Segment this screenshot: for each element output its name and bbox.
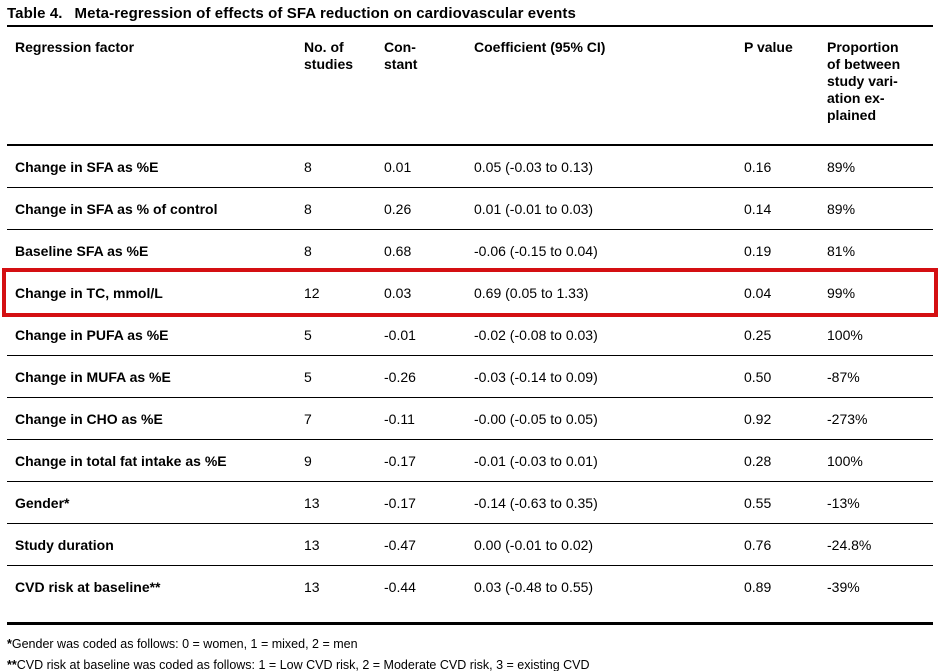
cell-no-of-studies: 13: [304, 579, 320, 595]
table-row: Change in MUFA as %E 5 -0.26 -0.03 (-0.1…: [7, 356, 933, 398]
cell-no-of-studies: 13: [304, 536, 320, 553]
cell-proportion: -273%: [827, 410, 868, 427]
cell-regression-factor: Change in SFA as % of control: [15, 200, 218, 217]
cell-coefficient: -0.00 (-0.05 to 0.05): [474, 410, 598, 427]
cell-proportion: -87%: [827, 368, 860, 385]
table-caption: Table 4. Meta-regression of effects of SF…: [7, 0, 933, 27]
cell-coefficient: 0.69 (0.05 to 1.33): [474, 284, 589, 301]
cell-coefficient: 0.05 (-0.03 to 0.13): [474, 158, 594, 175]
cell-coefficient: -0.02 (-0.08 to 0.03): [474, 326, 598, 343]
cell-constant: -0.17: [384, 494, 416, 511]
cell-proportion: -39%: [827, 579, 860, 595]
cell-no-of-studies: 5: [304, 368, 312, 385]
cell-constant: 0.03: [384, 284, 412, 301]
cell-proportion: 89%: [827, 200, 856, 217]
cell-constant: -0.11: [384, 410, 415, 427]
cell-constant: 0.68: [384, 242, 412, 259]
cell-constant: -0.44: [384, 579, 416, 595]
cell-regression-factor: Study duration: [15, 536, 114, 553]
footnote-marker: **: [7, 658, 17, 671]
cell-coefficient: -0.01 (-0.03 to 0.01): [474, 452, 598, 469]
table-row: Study duration 13 -0.47 0.00 (-0.01 to 0…: [7, 524, 933, 566]
cell-proportion: -13%: [827, 494, 860, 511]
table-title: Meta-regression of effects of SFA reduct…: [74, 5, 576, 22]
col-header-no-of-studies: No. of studies: [304, 39, 354, 72]
cell-p-value: 0.19: [744, 242, 772, 259]
cell-regression-factor: Baseline SFA as %E: [15, 242, 149, 259]
cell-no-of-studies: 9: [304, 452, 312, 469]
cell-p-value: 0.28: [744, 452, 772, 469]
table-row: Baseline SFA as %E 8 0.68 -0.06 (-0.15 t…: [7, 230, 933, 272]
table-row: Change in PUFA as %E 5 -0.01 -0.02 (-0.0…: [7, 314, 933, 356]
cell-proportion: -24.8%: [827, 536, 872, 553]
footnote-cvd-risk: **CVD risk at baseline was coded as foll…: [7, 655, 933, 671]
table-header-row: Regression factor No. of studies Con- st…: [7, 27, 933, 146]
table-label: Table 4.: [7, 5, 63, 22]
table-row: CVD risk at baseline** 13 -0.44 0.03 (-0…: [7, 566, 933, 608]
cell-constant: -0.26: [384, 368, 416, 385]
footnote-text: CVD risk at baseline was coded as follow…: [16, 658, 590, 671]
cell-proportion: 81%: [827, 242, 856, 259]
cell-coefficient: -0.06 (-0.15 to 0.04): [474, 242, 598, 259]
cell-no-of-studies: 5: [304, 326, 312, 343]
cell-coefficient: 0.01 (-0.01 to 0.03): [474, 200, 594, 217]
table-body: Change in SFA as %E 8 0.01 0.05 (-0.03 t…: [2, 146, 938, 625]
table-row: Change in SFA as % of control 8 0.26 0.0…: [7, 188, 933, 230]
cell-regression-factor: Change in MUFA as %E: [15, 368, 171, 385]
cell-no-of-studies: 13: [304, 494, 320, 511]
cell-proportion: 100%: [827, 452, 863, 469]
cell-constant: -0.17: [384, 452, 416, 469]
footnote-gender: *Gender was coded as follows: 0 = women,…: [7, 634, 933, 655]
cell-p-value: 0.25: [744, 326, 772, 343]
footnote-marker: *: [7, 637, 12, 651]
cell-no-of-studies: 12: [304, 284, 320, 301]
cell-regression-factor: Change in total fat intake as %E: [15, 452, 227, 469]
cell-no-of-studies: 8: [304, 200, 312, 217]
col-header-regression-factor: Regression factor: [15, 39, 135, 55]
cell-proportion: 100%: [827, 326, 863, 343]
table-row: Gender* 13 -0.17 -0.14 (-0.63 to 0.35) 0…: [7, 482, 933, 524]
cell-coefficient: 0.03 (-0.48 to 0.55): [474, 579, 594, 595]
cell-proportion: 99%: [827, 284, 856, 301]
footnote-text: Gender was coded as follows: 0 = women, …: [11, 637, 358, 651]
cell-no-of-studies: 7: [304, 410, 312, 427]
cell-coefficient: 0.00 (-0.01 to 0.02): [474, 536, 594, 553]
cell-coefficient: -0.14 (-0.63 to 0.35): [474, 494, 598, 511]
table-row: Change in total fat intake as %E 9 -0.17…: [7, 440, 933, 482]
col-header-constant: Con- stant: [384, 39, 418, 72]
table-row: Change in SFA as %E 8 0.01 0.05 (-0.03 t…: [7, 146, 933, 188]
cell-constant: 0.01: [384, 158, 412, 175]
cell-p-value: 0.76: [744, 536, 772, 553]
cell-regression-factor: Change in PUFA as %E: [15, 326, 169, 343]
table-row: Change in CHO as %E 7 -0.11 -0.00 (-0.05…: [7, 398, 933, 440]
col-header-coefficient: Coefficient (95% CI): [474, 39, 606, 55]
table-row-highlighted: Change in TC, mmol/L 12 0.03 0.69 (0.05 …: [2, 268, 938, 317]
cell-constant: 0.26: [384, 200, 412, 217]
table-footnotes: *Gender was coded as follows: 0 = women,…: [7, 625, 933, 671]
cell-p-value: 0.16: [744, 158, 772, 175]
cell-p-value: 0.55: [744, 494, 772, 511]
cell-regression-factor: CVD risk at baseline**: [15, 579, 161, 595]
cell-constant: -0.47: [384, 536, 416, 553]
cell-regression-factor: Gender*: [15, 494, 70, 511]
cell-coefficient: -0.03 (-0.14 to 0.09): [474, 368, 598, 385]
cell-regression-factor: Change in SFA as %E: [15, 158, 159, 175]
cell-regression-factor: Change in CHO as %E: [15, 410, 163, 427]
cell-no-of-studies: 8: [304, 242, 312, 259]
col-header-p-value: P value: [744, 39, 793, 55]
cell-p-value: 0.89: [744, 579, 772, 595]
cell-constant: -0.01: [384, 326, 416, 343]
cell-p-value: 0.04: [744, 284, 772, 301]
cell-p-value: 0.50: [744, 368, 772, 385]
cell-regression-factor: Change in TC, mmol/L: [15, 284, 163, 301]
cell-proportion: 89%: [827, 158, 856, 175]
cell-no-of-studies: 8: [304, 158, 312, 175]
cell-p-value: 0.92: [744, 410, 772, 427]
col-header-proportion-explained: Proportion of between study vari- ation …: [827, 39, 901, 123]
cell-p-value: 0.14: [744, 200, 772, 217]
